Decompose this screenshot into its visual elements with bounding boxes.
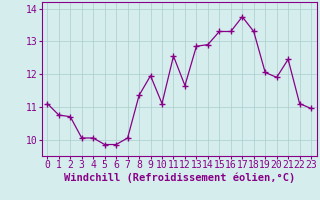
X-axis label: Windchill (Refroidissement éolien,°C): Windchill (Refroidissement éolien,°C) (64, 173, 295, 183)
